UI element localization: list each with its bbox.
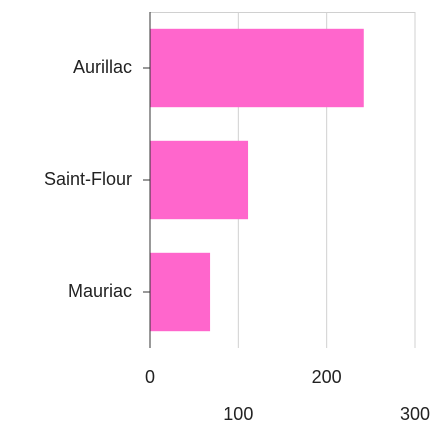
x-tick-label: 200 <box>312 367 342 387</box>
y-tick-label: Saint-Flour <box>44 169 132 189</box>
x-tick-label: 100 <box>223 404 253 423</box>
bar <box>150 252 211 332</box>
x-tick-label: 300 <box>400 404 430 423</box>
y-tick-label: Aurillac <box>73 57 132 77</box>
x-tick-label: 0 <box>145 367 155 387</box>
bar <box>150 28 364 108</box>
y-tick-label: Mauriac <box>68 281 132 301</box>
bar <box>150 140 249 220</box>
